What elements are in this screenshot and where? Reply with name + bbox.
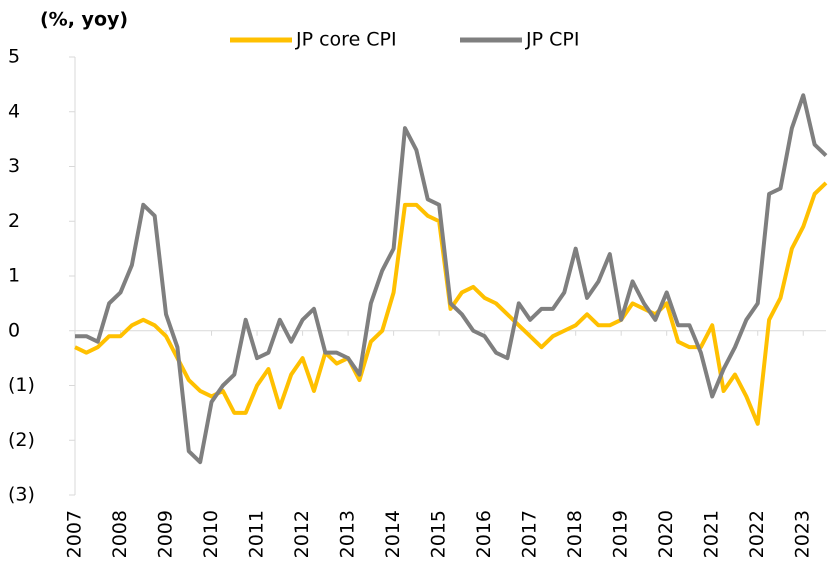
x-tick-label: 2008 bbox=[109, 510, 131, 558]
x-tick-label: 2009 bbox=[155, 510, 177, 558]
x-tick-label: 2020 bbox=[655, 510, 677, 558]
series-line bbox=[74, 181, 828, 426]
x-tick-label: 2011 bbox=[246, 510, 268, 558]
y-tick-label: (1) bbox=[8, 374, 35, 396]
y-tick-label: (2) bbox=[8, 429, 35, 451]
x-tick-label: 2007 bbox=[64, 510, 86, 558]
x-tick-label: 2014 bbox=[382, 510, 404, 558]
y-axis-label: (%, yoy) bbox=[40, 9, 128, 31]
y-tick-label: 3 bbox=[8, 155, 20, 177]
series-line bbox=[75, 93, 828, 465]
legend-label: JP CPI bbox=[525, 29, 579, 51]
x-tick-label: 2022 bbox=[746, 510, 768, 558]
y-tick-label: 5 bbox=[8, 46, 20, 68]
y-tick-label: 2 bbox=[8, 210, 20, 232]
x-tick-label: 2016 bbox=[473, 510, 495, 558]
x-tick-label: 2019 bbox=[610, 510, 632, 558]
x-tick-label: 2021 bbox=[701, 510, 723, 558]
x-tick-label: 2018 bbox=[564, 510, 586, 558]
y-tick-label: 1 bbox=[8, 265, 20, 287]
x-tick-label: 2010 bbox=[200, 510, 222, 558]
x-tick-label: 2013 bbox=[337, 510, 359, 558]
x-tick-label: 2023 bbox=[792, 510, 814, 558]
x-tick-label: 2015 bbox=[428, 510, 450, 558]
y-tick-label: 4 bbox=[8, 100, 20, 122]
legend-label: JP core CPI bbox=[295, 29, 397, 51]
x-tick-label: 2012 bbox=[291, 510, 313, 558]
y-tick-label: (3) bbox=[8, 484, 35, 506]
x-tick-label: 2017 bbox=[519, 510, 541, 558]
y-tick-label: 0 bbox=[8, 319, 20, 341]
